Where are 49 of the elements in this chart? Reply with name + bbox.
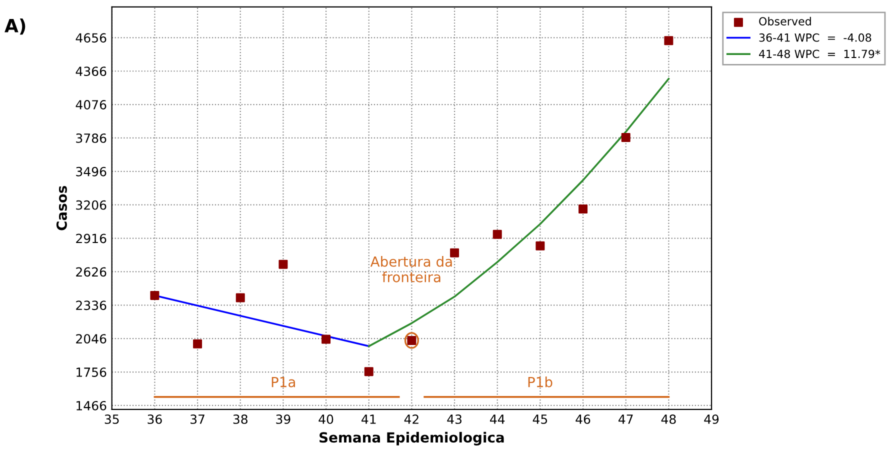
x-tick-label: 39 [276, 414, 290, 424]
x-tick-label: 40 [318, 414, 334, 424]
x-tick-label: 42 [404, 414, 418, 424]
x-tick-label: 49 [704, 414, 719, 424]
point [150, 290, 160, 300]
y-tick-label: 4076 [76, 100, 106, 110]
point [536, 241, 545, 250]
y-tick-label: 2916 [76, 234, 106, 244]
point [322, 334, 331, 344]
y-tick-label: 1756 [76, 368, 106, 377]
y-tick-label: 3786 [76, 133, 106, 143]
legend-label: 36-41 WPC = -4.08 [759, 33, 872, 42]
y-tick-label: 4366 [76, 66, 106, 76]
legend-label: 41-48 WPC = 11.79* [759, 50, 880, 58]
point [236, 293, 245, 302]
point [450, 248, 460, 258]
line-series [368, 78, 670, 348]
x-tick-label: 36 [148, 414, 162, 424]
point [364, 367, 374, 376]
x-tick-label: 38 [233, 414, 248, 424]
point [664, 36, 674, 46]
x-tick-label: 35 [104, 414, 119, 424]
y-axis-title: Casos [56, 186, 67, 230]
y-tick-label: 3496 [76, 166, 106, 176]
point [578, 204, 588, 214]
x-tick-label: 43 [447, 414, 462, 424]
x-tick-label: 45 [532, 414, 548, 424]
x-tick-label: 48 [661, 414, 676, 424]
point [193, 339, 202, 348]
x-tick-label: 46 [576, 414, 590, 424]
text: A) [4, 18, 26, 35]
point [278, 260, 288, 269]
annotation: P1a [272, 376, 295, 388]
y-tick-label: 2626 [76, 267, 106, 277]
x-tick-label: 37 [190, 414, 204, 424]
annotation: Abertura da fronteira [370, 256, 452, 282]
annotation: P1b [528, 376, 552, 388]
y-tick-label: 2336 [76, 300, 106, 310]
x-tick-label: 44 [490, 414, 505, 424]
y-tick-label: 1466 [76, 400, 106, 410]
y-tick-label: 2046 [76, 334, 106, 344]
x-axis-title: Semana Epidemiologica [320, 432, 504, 446]
legend-label: Observed [759, 16, 811, 26]
x-tick-label: 41 [362, 414, 376, 424]
y-tick-label: 4656 [76, 33, 106, 43]
point [621, 133, 630, 142]
point [492, 230, 502, 239]
x-tick-label: 47 [618, 414, 633, 424]
y-tick-label: 3206 [76, 200, 106, 210]
